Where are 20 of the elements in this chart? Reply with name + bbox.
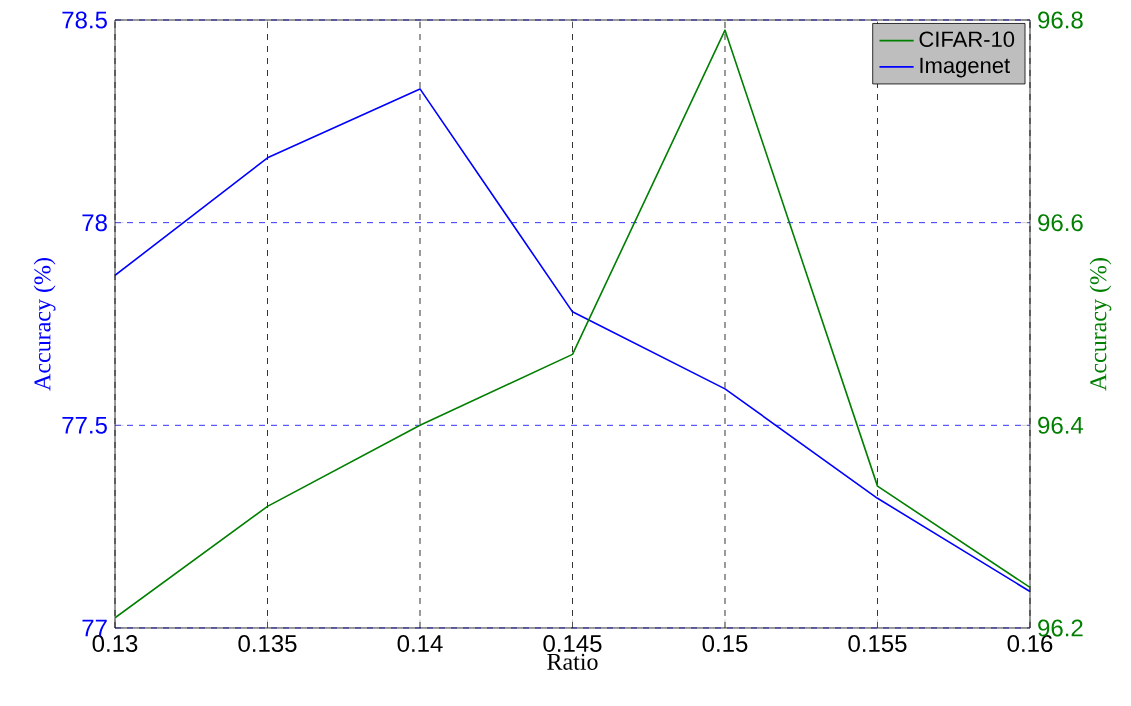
y-axis-title: Accuracy (%) [33, 258, 56, 391]
y2-tick-label: 96.4 [1038, 416, 1084, 434]
x-tick-label: 0.14 [397, 635, 443, 653]
y-tick-label: 78.5 [62, 11, 107, 29]
y2-tick-label: 96.2 [1038, 619, 1083, 637]
x-tick-label: 0.13 [92, 635, 138, 653]
legend-label: CIFAR-10 [919, 31, 1015, 48]
y-tick-label: 77 [82, 619, 107, 637]
x-tick-label: 0.16 [1007, 635, 1053, 653]
x-tick-label: 0.15 [702, 635, 748, 653]
x-axis-title: Ratio [547, 653, 598, 670]
y2-tick-label: 96.8 [1038, 11, 1083, 29]
legend-label: Imagenet [920, 57, 1010, 78]
y2-axis-title: Accuracy (%) [1089, 258, 1112, 391]
x-tick-label: 0.155 [848, 635, 907, 653]
y-tick-label: 78 [82, 214, 107, 232]
x-tick-label: 0.135 [238, 635, 297, 653]
y-tick-label: 77.5 [62, 416, 107, 434]
y2-tick-label: 96.6 [1038, 214, 1083, 232]
x-tick-label: 0.145 [543, 635, 602, 653]
